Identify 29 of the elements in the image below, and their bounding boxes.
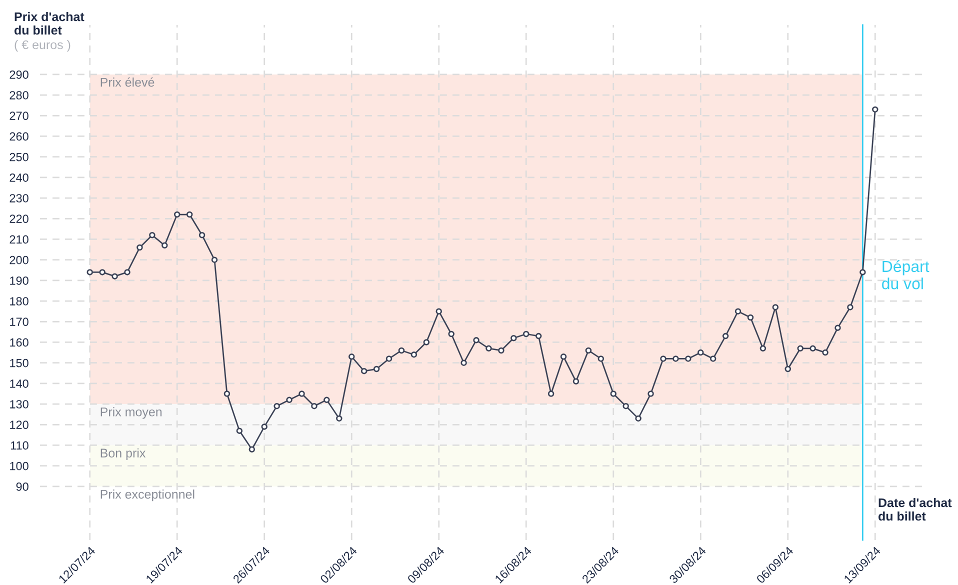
- y-tick-label: 270: [10, 112, 28, 120]
- y-tick-label: 180: [10, 297, 28, 306]
- annotation: ( € euros ): [14, 40, 70, 52]
- y-tick-label: 260: [10, 132, 28, 141]
- y-axis-title: Prix d'achat du billet: [14, 12, 84, 35]
- y-tick-label: 90: [16, 482, 28, 491]
- y-tick-label: 110: [10, 441, 28, 450]
- y-tick-label: 280: [10, 91, 28, 100]
- y-tick-label: 240: [10, 173, 28, 182]
- y-tick-label: 170: [10, 318, 28, 326]
- y-tick-label: 100: [10, 462, 28, 470]
- y-tick-label: 190: [10, 276, 28, 285]
- band-label: Prix moyen: [100, 407, 162, 419]
- y-tick-label: 290: [10, 70, 28, 79]
- band-label: Bon prix: [100, 448, 146, 460]
- x-axis-title: Date d'achat du billet: [878, 498, 952, 521]
- ref-line-label: Départ du vol: [882, 260, 930, 290]
- y-tick-label: 250: [10, 152, 28, 162]
- y-tick-label: 230: [10, 194, 28, 202]
- y-tick-label: 210: [10, 235, 28, 244]
- y-tick-label: 130: [10, 400, 28, 408]
- annotation: Prix exceptionnel: [100, 490, 194, 502]
- y-tick-label: 160: [10, 338, 28, 347]
- band-label: Prix élevé: [100, 77, 154, 87]
- y-tick-label: 150: [10, 358, 28, 368]
- y-tick-label: 120: [10, 420, 28, 430]
- y-tick-label: 200: [10, 256, 28, 264]
- y-tick-label: 140: [10, 379, 28, 388]
- y-tick-label: 220: [10, 214, 28, 224]
